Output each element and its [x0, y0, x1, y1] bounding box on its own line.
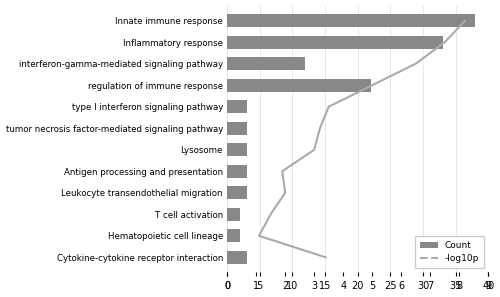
Bar [227, 143, 246, 156]
Bar [227, 165, 246, 178]
Bar [227, 36, 442, 49]
Legend: Count, -log10p: Count, -log10p [415, 236, 484, 268]
Bar [227, 79, 371, 92]
Bar [227, 14, 476, 27]
Bar [227, 229, 240, 242]
Bar [227, 186, 246, 199]
Bar [227, 57, 306, 70]
Bar [227, 208, 240, 221]
Bar [227, 251, 246, 264]
Bar [227, 100, 246, 113]
Bar [227, 122, 246, 135]
